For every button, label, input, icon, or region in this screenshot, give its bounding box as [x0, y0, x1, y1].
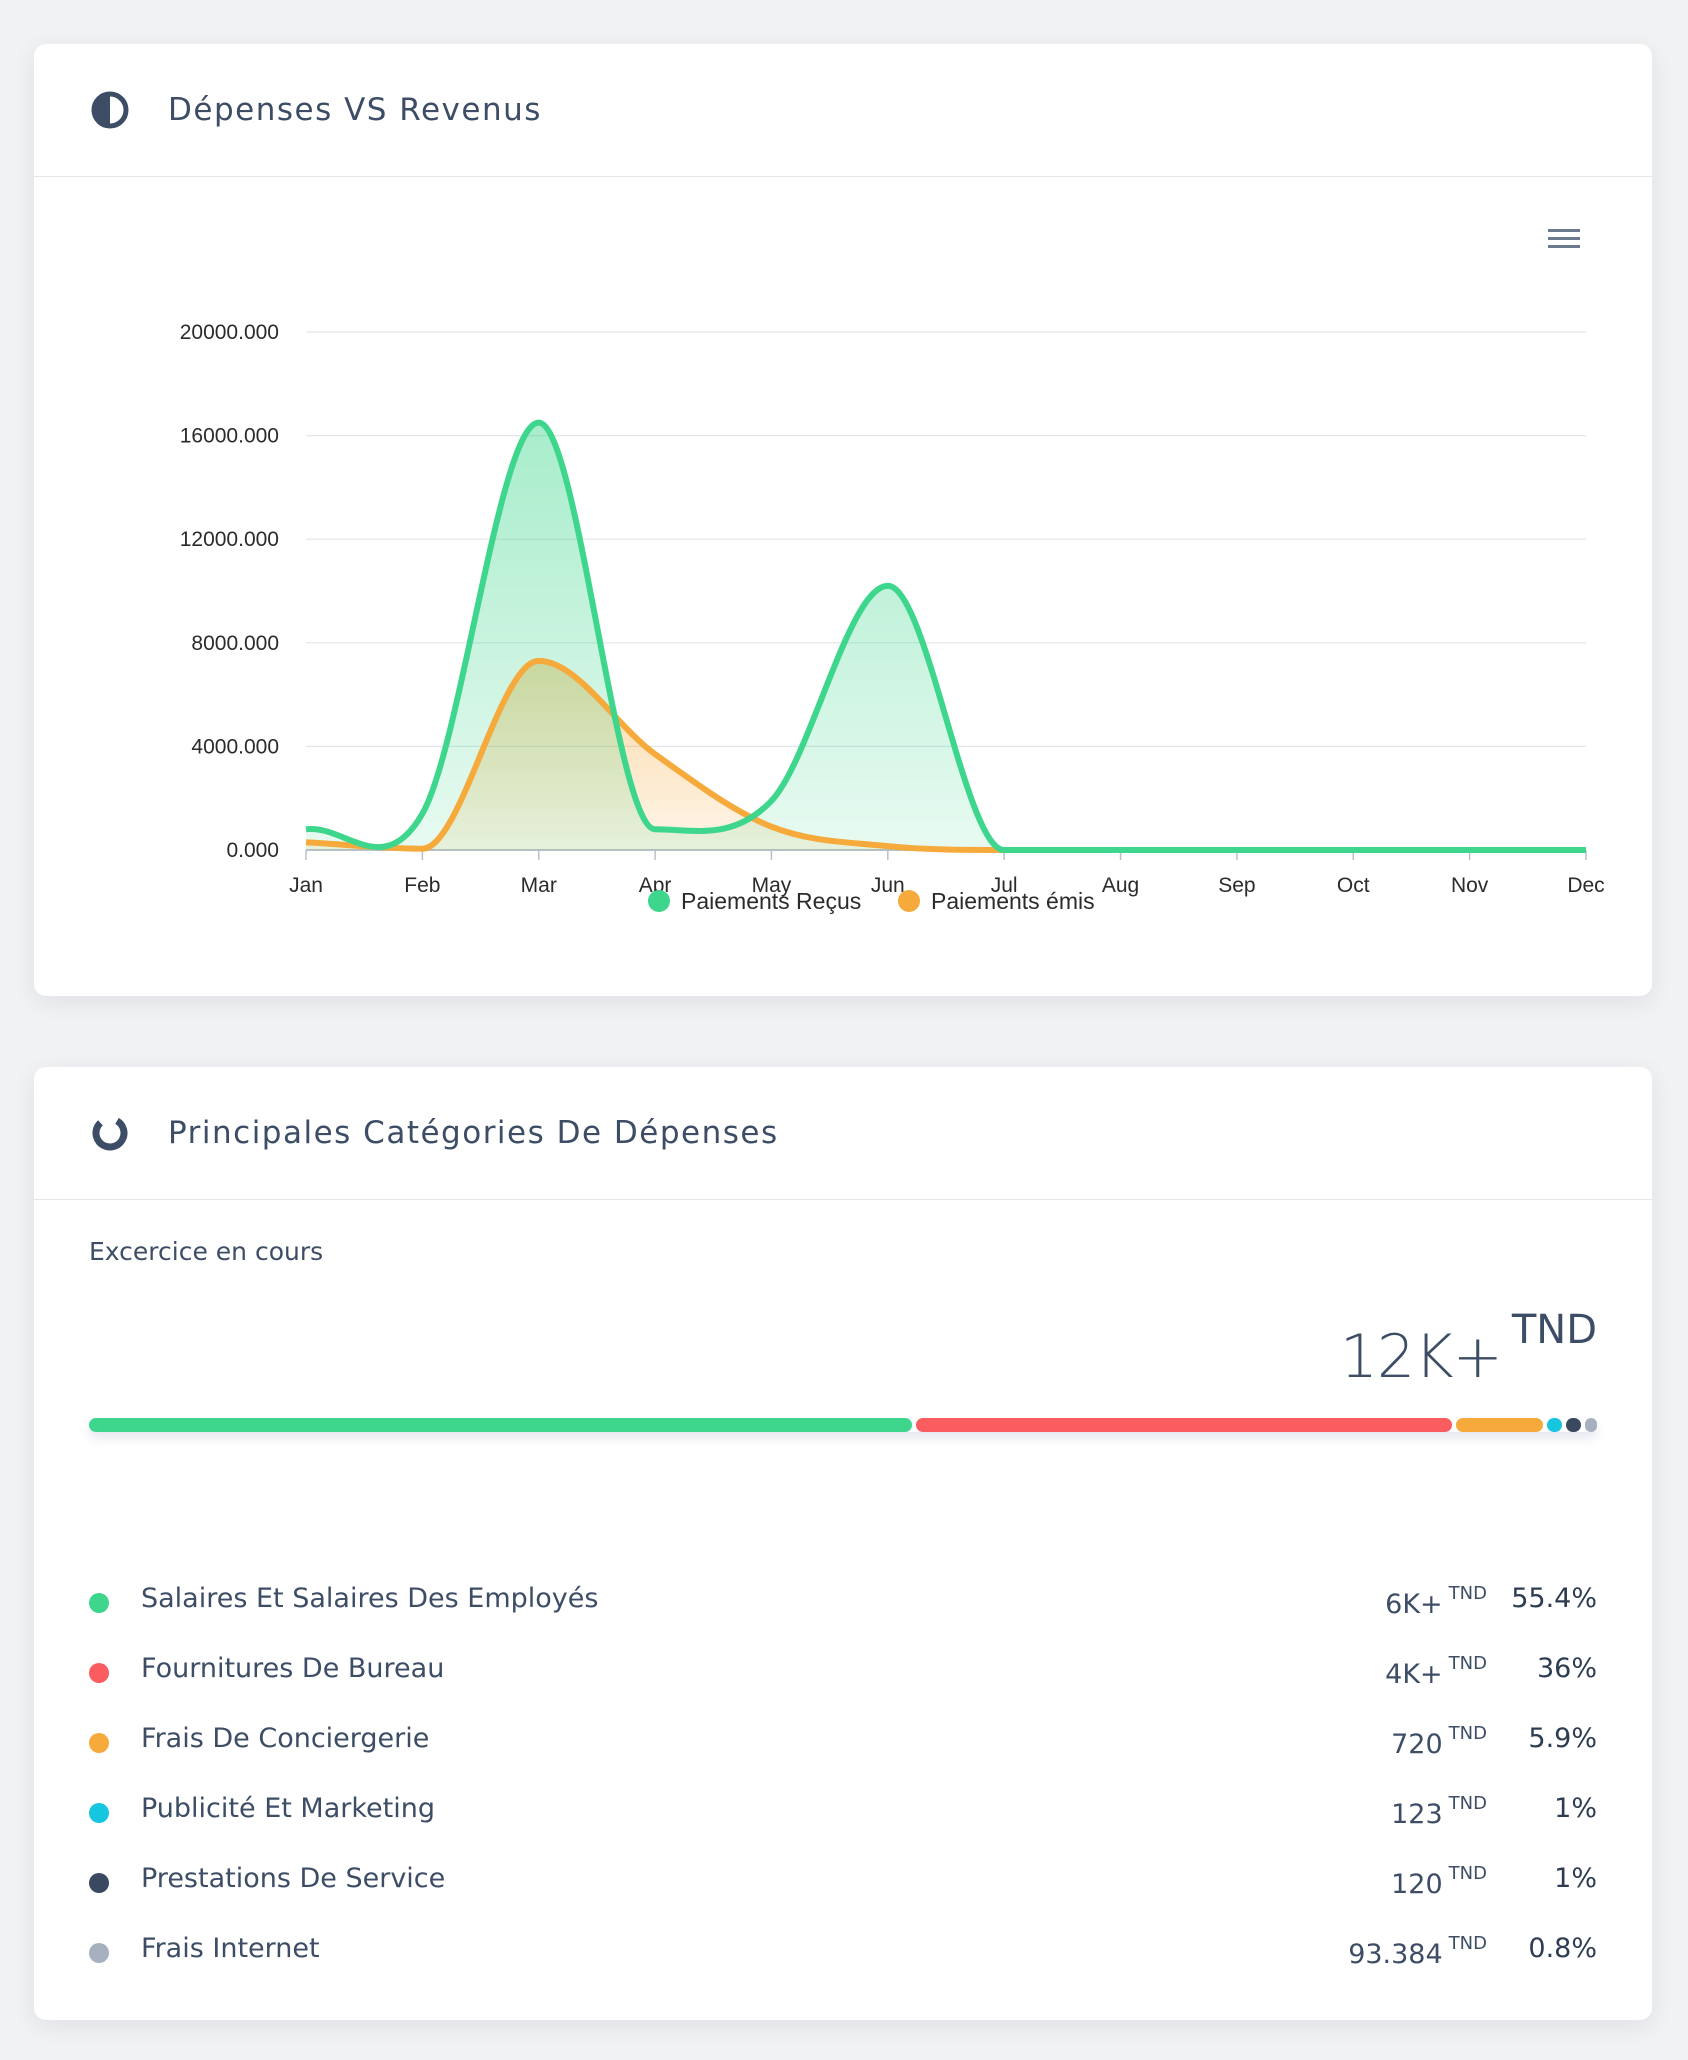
- y-tick-label: 8000.000: [191, 632, 279, 655]
- series-area-0: [306, 422, 1586, 850]
- bar-segment: [916, 1418, 1452, 1432]
- category-color-dot: [89, 1943, 109, 1963]
- x-tick-label: Nov: [1451, 874, 1489, 897]
- expenses-vs-revenue-card: Dépenses VS Revenus 0.000 4000.000 8000.00…: [34, 44, 1652, 996]
- x-tick-label: Oct: [1337, 874, 1370, 897]
- x-tick-label: Mar: [521, 874, 557, 897]
- category-amount: 123 TND: [1391, 1793, 1487, 1830]
- donut-chart-icon: [92, 1115, 128, 1151]
- list-item: Frais Internet 93.384 TND 0.8%: [89, 1927, 1597, 1997]
- x-tick-label: May: [752, 874, 792, 897]
- list-item: Fournitures De Bureau 4K+ TND 36%: [89, 1647, 1597, 1717]
- category-amount: 4K+ TND: [1385, 1653, 1487, 1690]
- category-amount: 120 TND: [1391, 1863, 1487, 1900]
- bar-segment: [1566, 1418, 1581, 1432]
- category-color-dot: [89, 1663, 109, 1683]
- category-percent: 0.8%: [1528, 1933, 1597, 1964]
- amount-value: 93.384: [1348, 1939, 1443, 1970]
- category-list: Salaires Et Salaires Des Employés 6K+ TND 5…: [89, 1577, 1597, 1997]
- bar-segment: [1547, 1418, 1563, 1432]
- y-tick-label: 16000.000: [180, 425, 279, 448]
- category-percent: 5.9%: [1528, 1723, 1597, 1754]
- category-name: Prestations De Service: [141, 1863, 446, 1894]
- legend-marker: [898, 890, 920, 912]
- category-color-dot: [89, 1733, 109, 1753]
- list-item: Salaires Et Salaires Des Employés 6K+ TND 5…: [89, 1577, 1597, 1647]
- bar-segment: [1455, 1418, 1544, 1432]
- y-tick-label: 12000.000: [180, 528, 279, 551]
- x-tick-label: Aug: [1102, 874, 1139, 897]
- list-item: Publicité Et Marketing 123 TND 1%: [89, 1787, 1597, 1857]
- amount-value: 120: [1391, 1869, 1443, 1900]
- x-tick-label: Feb: [404, 874, 440, 897]
- amount-unit: TND: [1448, 1863, 1487, 1884]
- x-tick-label: Jun: [871, 874, 905, 897]
- amount-value: 720: [1391, 1729, 1443, 1760]
- amount-unit: TND: [1448, 1793, 1487, 1814]
- category-name: Publicité Et Marketing: [141, 1793, 435, 1824]
- card-header: Principales Catégories De Dépenses: [34, 1067, 1652, 1200]
- y-tick-label: 20000.000: [180, 321, 279, 344]
- y-tick-label: 0.000: [226, 839, 279, 862]
- amount-value: 4K+: [1385, 1659, 1443, 1690]
- total-amount: 12K+ TND: [1340, 1307, 1597, 1392]
- category-percent: 1%: [1554, 1863, 1597, 1894]
- amount-value: 6K+: [1385, 1589, 1443, 1620]
- category-amount: 6K+ TND: [1385, 1583, 1487, 1620]
- category-amount: 93.384 TND: [1348, 1933, 1487, 1970]
- series-line-0: [305, 419, 1586, 853]
- card-title: Principales Catégories De Dépenses: [168, 1115, 779, 1151]
- category-name: Frais Internet: [141, 1933, 320, 1964]
- card-title: Dépenses VS Revenus: [168, 92, 542, 128]
- category-percent: 36%: [1536, 1653, 1597, 1684]
- bar-segment: [1585, 1418, 1597, 1432]
- card-header: Dépenses VS Revenus: [34, 44, 1652, 177]
- total-unit: TND: [1511, 1307, 1597, 1353]
- amount-value: 123: [1391, 1799, 1443, 1830]
- y-tick-label: 4000.000: [191, 735, 279, 758]
- category-name: Fournitures De Bureau: [141, 1653, 445, 1684]
- list-item: Prestations De Service 120 TND 1%: [89, 1857, 1597, 1927]
- list-item: Frais De Conciergerie 720 TND 5.9%: [89, 1717, 1597, 1787]
- stacked-progress-bar: [89, 1418, 1597, 1432]
- amount-unit: TND: [1448, 1933, 1487, 1954]
- category-amount: 720 TND: [1391, 1723, 1487, 1760]
- category-color-dot: [89, 1873, 109, 1893]
- amount-unit: TND: [1448, 1723, 1487, 1744]
- category-color-dot: [89, 1803, 109, 1823]
- category-color-dot: [89, 1593, 109, 1613]
- half-circle-icon: [91, 91, 129, 129]
- legend-marker: [648, 890, 670, 912]
- amount-unit: TND: [1448, 1653, 1487, 1674]
- x-tick-label: Jul: [991, 874, 1018, 897]
- bar-segment: [89, 1418, 913, 1432]
- x-tick-label: Sep: [1218, 874, 1255, 897]
- expense-categories-card: Principales Catégories De Dépenses Excer…: [34, 1067, 1652, 2020]
- hamburger-menu-icon[interactable]: [1548, 226, 1580, 252]
- legend-label: Paiements émis: [931, 888, 1095, 914]
- category-name: Frais De Conciergerie: [141, 1723, 430, 1754]
- category-percent: 1%: [1554, 1793, 1597, 1824]
- legend-label: Paiements Reçus: [681, 888, 861, 914]
- category-percent: 55.4%: [1511, 1583, 1597, 1614]
- area-chart: 0.000 4000.000 8000.000 12000.000 16000.000 2…: [180, 321, 1605, 914]
- total-value: 12K+: [1339, 1322, 1503, 1392]
- x-tick-label: Jan: [289, 874, 323, 897]
- amount-unit: TND: [1448, 1583, 1487, 1604]
- period-label: Excercice en cours: [89, 1237, 324, 1266]
- category-name: Salaires Et Salaires Des Employés: [141, 1583, 599, 1614]
- chart-area: 0.000 4000.000 8000.000 12000.000 16000.000 2…: [34, 178, 1652, 996]
- x-tick-label: Dec: [1567, 874, 1604, 897]
